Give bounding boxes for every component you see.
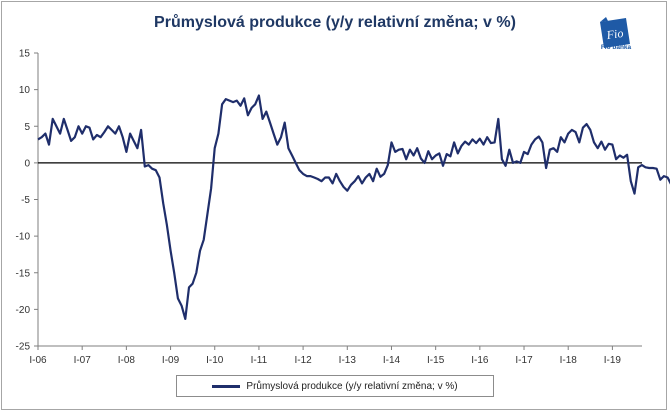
- x-tick-label: I-17: [515, 355, 533, 366]
- chart-legend: Průmyslová produkce (y/y relativní změna…: [176, 375, 494, 397]
- chart-title: Průmyslová produkce (y/y relativní změna…: [154, 14, 516, 31]
- legend-label: Průmyslová produkce (y/y relativní změna…: [246, 380, 458, 392]
- x-tick-label: I-09: [162, 355, 180, 366]
- y-tick-label: 5: [24, 122, 30, 133]
- series-line: [37, 94, 670, 320]
- fio-flag-icon: Fio: [600, 17, 630, 48]
- y-tick-label: 10: [19, 85, 31, 96]
- logo-text: Fio banka: [600, 44, 632, 51]
- y-tick-label: 15: [19, 49, 31, 60]
- x-tick-label: I-19: [604, 355, 622, 366]
- x-tick-label: I-11: [251, 355, 268, 366]
- x-tick-label: I-06: [29, 355, 47, 366]
- legend-swatch: [212, 384, 241, 388]
- y-tick-label: -25: [16, 342, 31, 353]
- x-tick-label: I-10: [206, 355, 224, 366]
- x-tick-label: I-12: [294, 355, 312, 366]
- x-tick-label: I-14: [383, 355, 401, 366]
- y-tick-label: -15: [16, 268, 31, 279]
- y-tick-label: -10: [16, 232, 31, 243]
- y-tick-label: -5: [21, 195, 30, 206]
- logo-mark: Fio: [605, 26, 624, 42]
- x-tick-label: I-18: [560, 355, 578, 366]
- x-tick-label: I-15: [427, 355, 445, 366]
- x-tick-label: I-13: [339, 355, 357, 366]
- x-tick-label: I-08: [118, 355, 136, 366]
- y-tick-label: 0: [24, 158, 30, 169]
- x-tick-label: I-16: [471, 355, 489, 366]
- y-tick-label: -20: [16, 305, 31, 316]
- x-tick-label: I-07: [74, 355, 92, 366]
